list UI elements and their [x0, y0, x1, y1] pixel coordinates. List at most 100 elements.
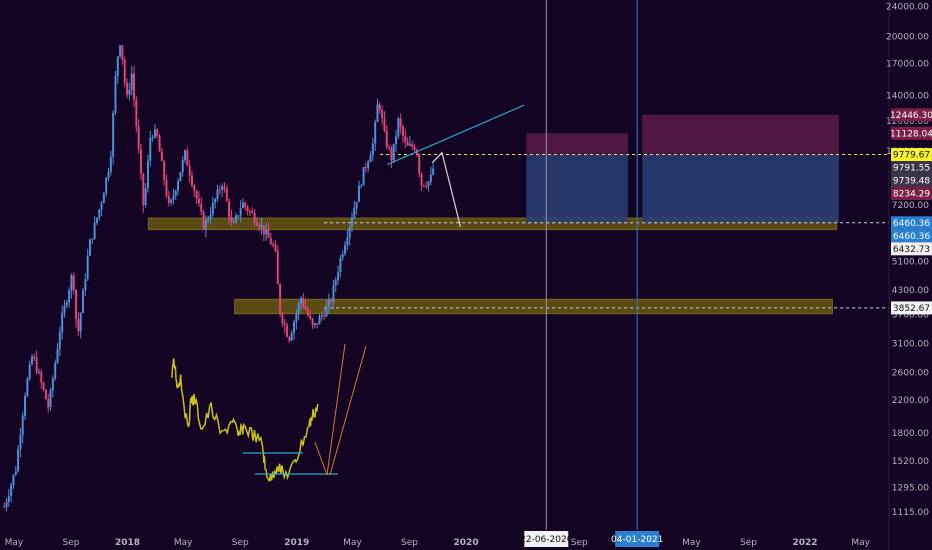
candle-body — [137, 126, 140, 150]
candle-body — [244, 202, 247, 207]
candle-body — [397, 118, 400, 137]
candle-body — [21, 415, 24, 436]
support-zones[interactable] — [147, 217, 838, 315]
y-tick-label: 24000.00 — [886, 3, 929, 13]
candle-body — [156, 129, 159, 137]
candle-body — [422, 185, 425, 187]
y-tick-label: 1295.00 — [892, 483, 929, 493]
candle-body — [56, 348, 59, 364]
candle-body — [253, 213, 256, 223]
candle-body — [5, 501, 8, 508]
candle-body — [65, 302, 68, 306]
candle-body — [425, 186, 428, 188]
candle-body — [211, 202, 214, 215]
candle-body — [364, 166, 367, 168]
price-label: 6460.36 — [893, 219, 930, 229]
candle-body — [142, 173, 145, 205]
vertical-markers[interactable] — [545, 0, 638, 530]
candle-body — [337, 272, 340, 280]
candle-body — [276, 250, 279, 285]
candle-body — [58, 332, 61, 349]
candle-body — [427, 181, 430, 187]
candle-body — [374, 122, 377, 144]
candle-body — [68, 290, 71, 303]
candle-body — [295, 313, 298, 323]
support-zone-2 — [234, 298, 833, 315]
position-boxes[interactable] — [526, 114, 839, 223]
candle-body — [7, 495, 10, 502]
candle-body — [395, 136, 398, 144]
price-label-bg — [891, 187, 932, 201]
drawing-tools[interactable] — [386, 104, 525, 228]
candle-body — [355, 201, 358, 208]
candle-body — [14, 471, 17, 475]
candle-body — [172, 195, 175, 200]
candle-body — [179, 172, 182, 182]
candle-body — [33, 356, 36, 359]
price-label-bg — [891, 229, 932, 243]
candle-body — [265, 229, 268, 235]
candle-body — [381, 110, 384, 119]
candle-body — [251, 211, 254, 214]
candle-body — [204, 220, 207, 230]
candle-body — [371, 143, 374, 156]
candle-body — [269, 237, 272, 245]
candle-body — [121, 45, 124, 60]
candle-body — [279, 284, 282, 315]
candle-body — [230, 217, 233, 223]
price-label-bg — [891, 126, 932, 140]
candle-body — [114, 76, 117, 113]
candle-body — [408, 144, 411, 146]
candle-body — [237, 215, 240, 217]
y-tick-label: 17000.00 — [886, 60, 929, 70]
candle-body — [51, 378, 54, 391]
candle-body — [286, 325, 289, 337]
candle-body — [91, 238, 94, 240]
price-label-bg — [891, 174, 932, 188]
horizontal-levels[interactable] — [324, 154, 889, 309]
candle-body — [49, 390, 52, 408]
candle-body — [98, 209, 101, 218]
candle-body — [63, 305, 66, 314]
candle-body — [88, 239, 91, 256]
trendline — [386, 104, 525, 166]
price-label: 9791.55 — [893, 164, 930, 174]
candle-body — [177, 181, 180, 191]
time-axis[interactable]: May Sep 2018 May Sep 2019 May Sep 2020 Sep May Sep 2… — [5, 538, 871, 548]
x-tick-label: Sep — [401, 538, 418, 548]
candle-body — [214, 198, 217, 203]
candle-body — [401, 126, 404, 136]
y-tick-label: 20000.00 — [886, 33, 929, 43]
candle-body — [139, 149, 142, 174]
y-tick-label: 1520.00 — [892, 457, 929, 467]
candle-body — [82, 290, 85, 313]
candle-body — [323, 315, 326, 317]
candle-body — [35, 358, 38, 373]
candle-body — [246, 206, 249, 212]
candle-body — [86, 255, 89, 280]
candle-body — [383, 118, 386, 131]
price-label-bg — [891, 301, 932, 315]
price-label: 6460.36 — [893, 232, 930, 242]
candle-body — [93, 222, 96, 239]
candle-body — [158, 136, 161, 152]
candle-body — [102, 193, 105, 204]
candle-body — [267, 229, 270, 238]
candle-body — [313, 323, 316, 326]
candle-body — [202, 211, 205, 230]
candle-body — [116, 56, 119, 77]
candle-body — [346, 237, 349, 246]
candle-body — [19, 435, 22, 450]
candle-body — [248, 211, 251, 213]
candle-body — [37, 372, 40, 374]
candle-body — [299, 298, 302, 304]
candle-body — [378, 104, 381, 111]
candle-body — [160, 151, 163, 161]
y-tick-label: 4300.00 — [892, 286, 929, 296]
candle-body — [84, 279, 87, 291]
candle-body — [302, 298, 305, 307]
candle-body — [306, 309, 309, 316]
candle-body — [54, 363, 57, 379]
